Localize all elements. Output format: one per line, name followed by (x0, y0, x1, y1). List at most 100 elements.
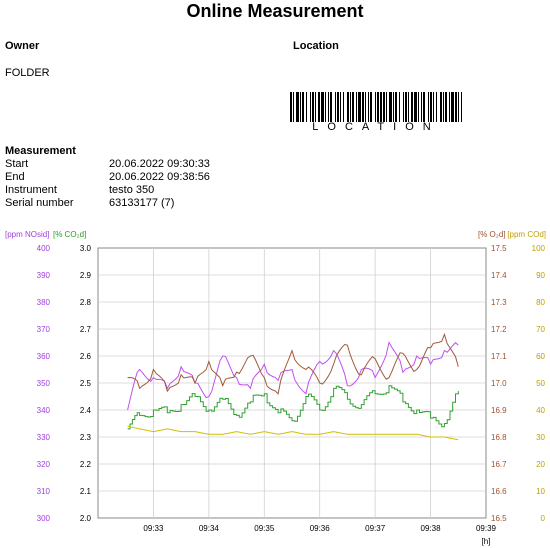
barcode-bar (325, 92, 326, 122)
barcode-bar (408, 92, 409, 122)
y-tick-label-o2: 17.4 (491, 271, 507, 280)
y-tick-label-o2: 16.7 (491, 460, 507, 469)
barcode-bar (461, 92, 462, 122)
axis-label-co2: [% CO₂d] (53, 230, 86, 239)
location-label: Location (293, 40, 339, 52)
barcode-bar (386, 92, 387, 122)
y-tick-label-nosid: 370 (37, 325, 51, 334)
y-tick-label-co2: 2.3 (80, 433, 92, 442)
barcode-bar (411, 92, 413, 122)
y-tick-label-co: 40 (536, 406, 545, 415)
y-tick-label-co2: 2.6 (80, 352, 92, 361)
y-tick-label-nosid: 380 (37, 298, 51, 307)
barcode-bar (337, 92, 339, 122)
axis-label-o2: [% O₂d] (478, 230, 506, 239)
barcode-bar (290, 92, 292, 122)
barcode-bar (347, 92, 349, 122)
y-tick-label-o2: 16.8 (491, 433, 507, 442)
barcode-text: LOCATION (312, 121, 440, 133)
barcode-bar (300, 92, 301, 122)
y-tick-label-co: 0 (541, 514, 546, 523)
location-barcode (290, 92, 462, 122)
y-tick-label-nosid: 350 (37, 379, 51, 388)
barcode-bar (395, 92, 397, 122)
y-tick-label-co: 30 (536, 433, 545, 442)
barcode-bar (310, 92, 311, 122)
barcode-bar (352, 92, 354, 122)
barcode-bar (433, 92, 434, 122)
series-line-nosid (127, 341, 459, 411)
x-tick-label: 09:33 (143, 524, 164, 533)
y-tick-label-co: 10 (536, 487, 545, 496)
barcode-bar (302, 92, 304, 122)
y-tick-label-co2: 2.0 (80, 514, 92, 523)
owner-value: FOLDER (5, 67, 50, 79)
barcode-bar (340, 92, 341, 122)
x-tick-label: 09:36 (310, 524, 331, 533)
y-tick-label-co2: 2.2 (80, 460, 92, 469)
instrument-value: testo 350 (109, 184, 155, 196)
measurement-chart: 09:33 09:34 09:35 09:36 09:37 09:38 09:39 [h] 30… (5, 230, 546, 546)
y-tick-label-co: 80 (536, 298, 545, 307)
x-tick-label: 09:39 (476, 524, 497, 533)
barcode-bar (423, 92, 425, 122)
y-tick-label-co2: 2.8 (80, 298, 92, 307)
barcode-bar (358, 92, 361, 122)
barcode-bar (318, 92, 320, 122)
y-tick-label-co: 100 (532, 244, 546, 253)
barcode-bar (389, 92, 392, 122)
x-unit-label: [h] (482, 537, 491, 546)
y-tick-label-o2: 16.6 (491, 487, 507, 496)
y-tick-label-nosid: 390 (37, 271, 51, 280)
barcode-bar (451, 92, 454, 122)
y-tick-label-co: 70 (536, 325, 545, 334)
measurement-label: Measurement (5, 145, 76, 157)
serial-value: 63133177 (7) (109, 197, 175, 209)
y-tick-label-nosid: 360 (37, 352, 51, 361)
barcode-bar (440, 92, 442, 122)
x-tick-label: 09:37 (365, 524, 386, 533)
series-line-co (127, 425, 459, 441)
end-key: End (5, 171, 25, 183)
y-tick-label-o2: 17.1 (491, 352, 507, 361)
y-tick-label-nosid: 300 (37, 514, 51, 523)
y-tick-label-o2: 17.3 (491, 298, 507, 307)
y-tick-label-nosid: 330 (37, 433, 51, 442)
barcode-bar (330, 92, 332, 122)
x-tick-label: 09:38 (421, 524, 442, 533)
y-tick-label-o2: 17.2 (491, 325, 507, 334)
y-tick-label-o2: 17.5 (491, 244, 507, 253)
y-tick-label-co2: 2.5 (80, 379, 92, 388)
axis-label-nosid: [ppm NOsid] (5, 230, 49, 239)
barcode-bar (321, 92, 324, 122)
y-tick-label-co: 90 (536, 271, 545, 280)
end-value: 20.06.2022 09:38:56 (109, 171, 210, 183)
y-tick-label-co2: 2.4 (80, 406, 92, 415)
barcode-bar (312, 92, 314, 122)
barcode-bar (296, 92, 299, 122)
barcode-bar (393, 92, 394, 122)
barcode-bar (449, 92, 450, 122)
y-tick-label-nosid: 340 (37, 406, 51, 415)
barcode-bar (343, 92, 344, 122)
barcode-bar (365, 92, 366, 122)
barcode-bar (335, 92, 336, 122)
barcode-bar (377, 92, 379, 122)
barcode-bar (293, 92, 294, 122)
barcode-bar (350, 92, 351, 122)
barcode-bar (399, 92, 400, 122)
y-tick-label-co2: 2.7 (80, 325, 92, 334)
barcode-bar (368, 92, 369, 122)
barcode-bar (380, 92, 382, 122)
y-tick-label-co: 20 (536, 460, 545, 469)
barcode-bar (383, 92, 385, 122)
barcode-bar (458, 92, 459, 122)
y-tick-label-co2: 3.0 (80, 244, 92, 253)
start-value: 20.06.2022 09:30:33 (109, 158, 210, 170)
instrument-key: Instrument (5, 184, 57, 196)
serial-key: Serial number (5, 197, 74, 209)
axis-label-co: [ppm COd] (507, 230, 546, 239)
barcode-bar (428, 92, 429, 122)
y-tick-label-co2: 2.1 (80, 487, 92, 496)
barcode-bar (430, 92, 432, 122)
